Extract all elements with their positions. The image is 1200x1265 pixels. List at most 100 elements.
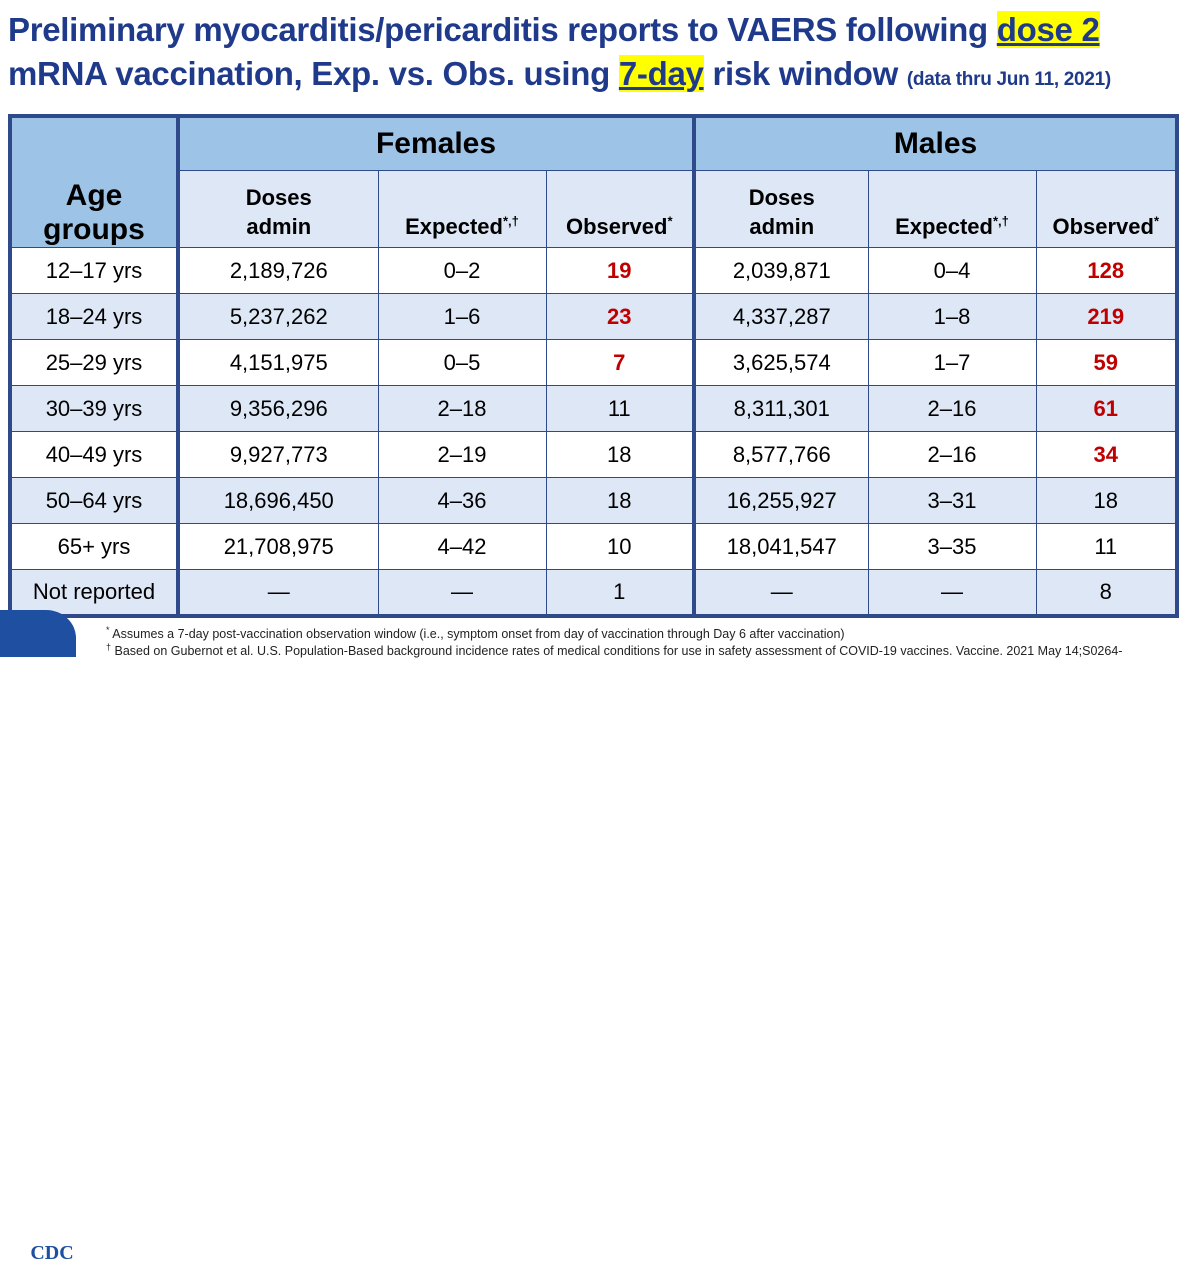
age-cell: 18–24 yrs [9,293,180,340]
female-observed-cell: 7 [545,339,695,386]
title-data-note: (data thru Jun 11, 2021) [906,69,1111,90]
female-expected-cell: 0–5 [377,339,547,386]
male-expected-cell: 0–4 [867,247,1037,294]
table-row: 18–24 yrs 5,237,262 1–6 23 4,337,287 1–8 219 [9,293,1178,340]
cdc-logo-text: CDC [30,1241,74,1265]
male-doses-cell: 18,041,547 [692,523,869,570]
doses-line1: Doses [748,185,815,210]
age-groups-header: Age groups [9,115,180,248]
female-expected-cell: 2–19 [377,431,547,478]
title-line-1: Preliminary myocarditis/pericarditis rep… [8,8,1193,52]
male-expected-cell: 2–16 [867,431,1037,478]
females-header: Females [177,115,695,171]
male-doses-cell: 8,577,766 [692,431,869,478]
male-doses-cell: 4,337,287 [692,293,869,340]
group-header-row: Age groups Females Males [9,115,1178,248]
female-doses-cell: 21,708,975 [177,523,379,570]
male-observed-cell: 59 [1035,339,1178,386]
female-expected-cell: 2–18 [377,385,547,432]
doses-line1: Doses [245,185,312,210]
table-row: 40–49 yrs 9,927,773 2–19 18 8,577,766 2–16 34 [9,431,1178,478]
female-doses-header: Doses admin [177,170,379,248]
footnote-2-text: Based on Gubernot et al. U.S. Population… [111,644,1123,658]
female-doses-cell: 9,927,773 [177,431,379,478]
male-doses-cell: 3,625,574 [692,339,869,386]
female-expected-cell: 4–42 [377,523,547,570]
female-doses-cell: 5,237,262 [177,293,379,340]
table-row: Not reported — —1— —8 [9,569,1178,616]
myocarditis-table: Age groups Females Males Doses admin Expe… [8,114,1180,618]
female-observed-cell: 18 [545,477,695,524]
male-doses-cell: — [692,569,869,616]
age-cell: Not reported [9,569,180,616]
expected-footnote-mark: *,† [992,213,1009,229]
title-line1-text: Preliminary myocarditis/pericarditis rep… [8,11,997,48]
observed-footnote-mark: * [1153,213,1160,229]
female-observed-cell: 10 [545,523,695,570]
doses-line2: admin [749,214,815,239]
female-observed-cell: 1 [545,569,695,616]
cdc-logo: CDC [0,610,76,1265]
female-doses-cell: 2,189,726 [177,247,379,294]
male-observed-cell: 128 [1035,247,1178,294]
male-observed-cell: 34 [1035,431,1178,478]
female-expected-header: Expected*,† [377,170,547,248]
male-observed-header: Observed* [1035,170,1178,248]
footnote-1-mark: * [106,624,110,635]
female-observed-cell: 19 [545,247,695,294]
doses-line2: admin [246,214,312,239]
age-cell: 30–39 yrs [9,385,180,432]
observed-label: Observed [565,214,668,239]
table-row: 50–64 yrs 18,696,450 4–36 18 16,255,927 3–31 1… [9,477,1178,524]
female-observed-cell: 18 [545,431,695,478]
title-line2-suffix: risk window [703,55,907,92]
female-doses-cell: 18,696,450 [177,477,379,524]
footnotes: * Assumes a 7-day post-vaccination obser… [106,624,1196,660]
expected-label: Expected [405,214,503,239]
title-line-2: mRNA vaccination, Exp. vs. Obs. using 7-… [8,52,1193,102]
title-highlight-dose2: dose 2 [996,11,1100,48]
male-expected-cell: — [867,569,1037,616]
expected-label: Expected [895,214,993,239]
footnote-2: † Based on Gubernot et al. U.S. Populati… [106,641,1196,660]
age-cell: 65+ yrs [9,523,180,570]
age-cell: 50–64 yrs [9,477,180,524]
male-expected-header: Expected*,† [867,170,1037,248]
table-body: 12–17 yrs 2,189,726 0–2 19 2,039,871 0–4 128 18… [9,247,1178,616]
observed-footnote-mark: * [667,213,673,229]
female-observed-cell: 23 [545,293,695,340]
male-doses-cell: 2,039,871 [692,247,869,294]
footnote-1-text: Assumes a 7-day post-vaccination observa… [109,627,845,641]
male-expected-cell: 2–16 [867,385,1037,432]
footnote-1: * Assumes a 7-day post-vaccination obser… [106,624,1196,643]
male-expected-cell: 3–35 [867,523,1037,570]
male-observed-cell: 61 [1035,385,1178,432]
title-line2-text: mRNA vaccination, Exp. vs. Obs. using [8,55,619,92]
male-observed-cell: 8 [1035,569,1178,616]
male-expected-cell: 1–7 [867,339,1037,386]
observed-label: Observed [1052,214,1154,239]
age-cell: 25–29 yrs [9,339,180,386]
males-header: Males [691,115,1178,171]
female-expected-cell: — [377,569,547,616]
expected-footnote-mark: *,† [502,213,519,229]
male-expected-cell: 1–8 [867,293,1037,340]
footnote-2-mark: † [106,641,112,652]
male-observed-cell: 219 [1035,293,1178,340]
title-highlight-7day: 7-day [618,55,704,92]
female-doses-cell: 9,356,296 [177,385,379,432]
female-expected-cell: 0–2 [377,247,547,294]
table-row: 25–29 yrs 4,151,975 0–5 7 3,625,574 1–7 59 [9,339,1178,386]
table-row: 65+ yrs 21,708,975 4–42 10 18,041,547 3–35 11 [9,523,1178,570]
male-observed-cell: 18 [1035,477,1178,524]
age-cell: 40–49 yrs [9,431,180,478]
female-doses-cell: — [177,569,379,616]
female-expected-cell: 1–6 [377,293,547,340]
male-doses-cell: 16,255,927 [692,477,869,524]
female-doses-cell: 4,151,975 [177,339,379,386]
table-row: 30–39 yrs 9,356,296 2–18 11 8,311,301 2–16 61 [9,385,1178,432]
slide-title: Preliminary myocarditis/pericarditis rep… [8,8,1193,102]
female-observed-header: Observed* [545,170,695,248]
male-expected-cell: 3–31 [867,477,1037,524]
female-observed-cell: 11 [545,385,695,432]
